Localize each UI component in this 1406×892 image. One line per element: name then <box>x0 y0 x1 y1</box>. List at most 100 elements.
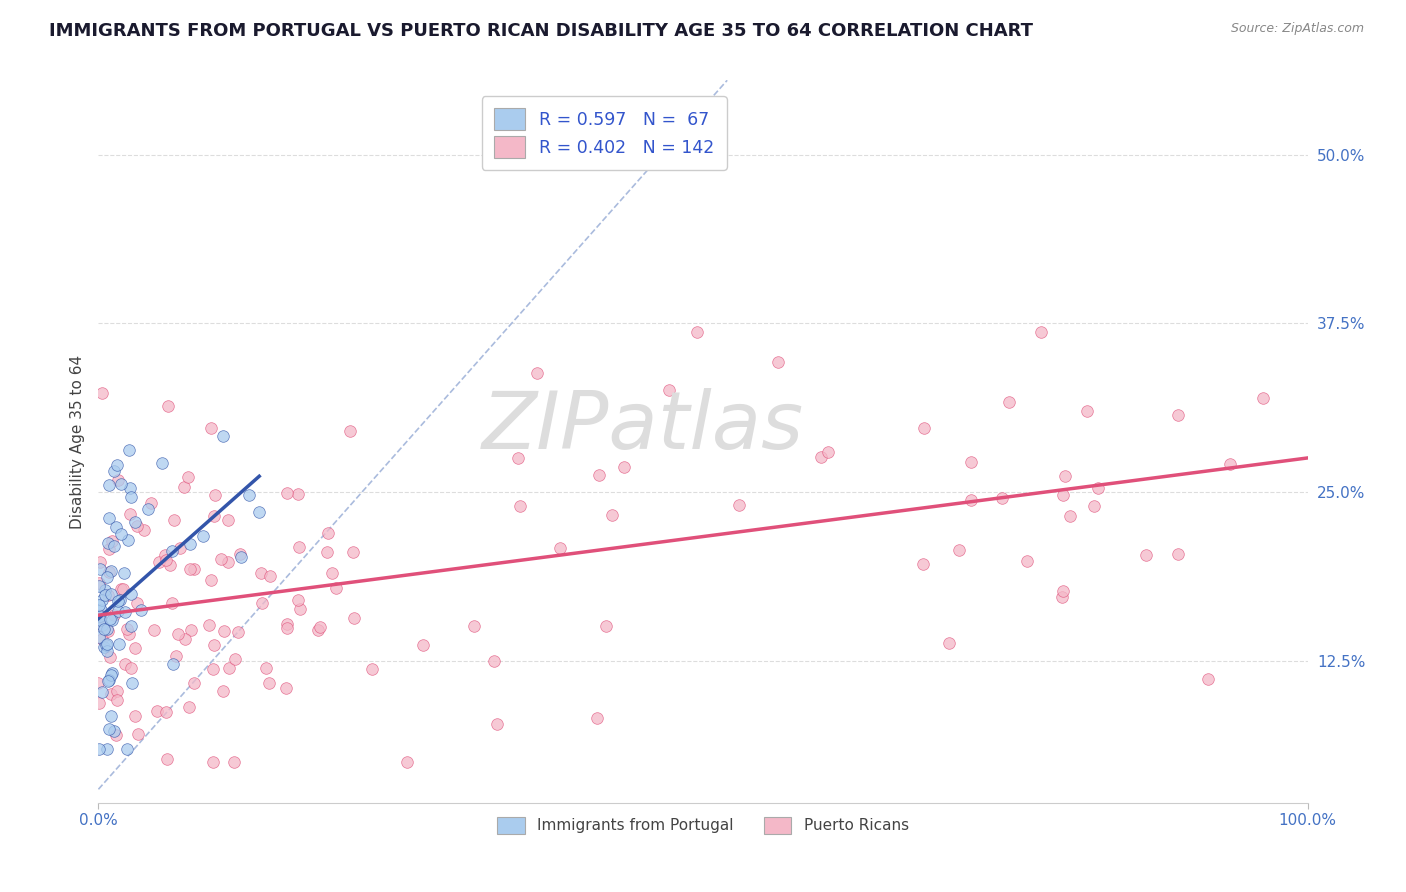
Point <box>162 596 184 610</box>
Point <box>485 716 508 731</box>
Point <box>1087 482 1109 496</box>
Point <box>209 552 232 566</box>
Point <box>98 722 121 736</box>
Point <box>127 726 149 740</box>
Point <box>218 660 240 674</box>
Point <box>1219 457 1241 471</box>
Point <box>180 623 202 637</box>
Point <box>155 548 177 562</box>
Point <box>463 618 485 632</box>
Point <box>658 383 681 397</box>
Point <box>343 610 366 624</box>
Point <box>101 665 124 680</box>
Point <box>912 421 935 435</box>
Point <box>1054 469 1077 483</box>
Point <box>97 673 120 688</box>
Point <box>120 490 142 504</box>
Point <box>321 566 343 581</box>
Point <box>101 533 124 548</box>
Point <box>104 729 127 743</box>
Point <box>124 515 146 529</box>
Point <box>509 499 531 513</box>
Point <box>110 526 132 541</box>
Point <box>124 640 146 655</box>
Point <box>325 582 347 596</box>
Point <box>526 366 548 380</box>
Text: ZIPatlas: ZIPatlas <box>481 388 804 467</box>
Point <box>156 752 179 766</box>
Point <box>309 620 332 634</box>
Point <box>89 555 111 569</box>
Point <box>728 498 751 512</box>
Point <box>998 395 1021 409</box>
Point <box>97 511 120 525</box>
Point <box>124 709 146 723</box>
Point <box>1052 488 1074 502</box>
Point <box>276 621 298 635</box>
Point <box>165 648 187 663</box>
Point <box>89 576 111 591</box>
Point <box>1167 547 1189 561</box>
Point <box>105 684 128 698</box>
Point <box>100 564 122 578</box>
Point <box>96 637 118 651</box>
Point <box>200 421 222 435</box>
Point <box>222 756 245 770</box>
Point <box>211 428 233 442</box>
Point <box>91 386 114 401</box>
Point <box>87 696 110 710</box>
Point <box>217 555 239 569</box>
Point <box>197 618 219 632</box>
Point <box>274 681 297 695</box>
Point <box>1135 548 1157 562</box>
Point <box>103 608 125 623</box>
Point <box>1017 554 1039 568</box>
Point <box>93 640 115 654</box>
Point <box>204 488 226 502</box>
Point <box>115 622 138 636</box>
Point <box>97 536 120 550</box>
Point <box>107 604 129 618</box>
Point <box>174 632 197 647</box>
Point <box>103 723 125 738</box>
Point <box>1031 325 1053 339</box>
Point <box>177 699 200 714</box>
Point <box>90 632 112 647</box>
Point <box>183 562 205 576</box>
Point <box>155 705 177 719</box>
Point <box>91 619 114 633</box>
Point <box>96 644 118 658</box>
Point <box>316 526 339 541</box>
Point <box>143 623 166 637</box>
Point <box>108 637 131 651</box>
Point <box>595 618 617 632</box>
Point <box>94 638 117 652</box>
Point <box>1052 590 1074 604</box>
Point <box>1052 583 1074 598</box>
Point <box>163 513 186 527</box>
Point <box>105 519 128 533</box>
Point <box>100 613 122 627</box>
Point <box>238 488 260 502</box>
Point <box>97 624 120 639</box>
Point <box>87 579 110 593</box>
Point <box>103 464 125 478</box>
Point <box>179 537 201 551</box>
Point <box>105 693 128 707</box>
Point <box>96 569 118 583</box>
Point <box>120 660 142 674</box>
Point <box>105 458 128 473</box>
Point <box>288 541 311 555</box>
Point <box>110 593 132 607</box>
Text: IMMIGRANTS FROM PORTUGAL VS PUERTO RICAN DISABILITY AGE 35 TO 64 CORRELATION CHA: IMMIGRANTS FROM PORTUGAL VS PUERTO RICAN… <box>49 22 1033 40</box>
Point <box>97 541 120 556</box>
Point <box>87 741 110 756</box>
Point <box>98 612 121 626</box>
Point <box>139 496 162 510</box>
Point <box>183 676 205 690</box>
Point <box>157 399 180 413</box>
Point <box>97 478 120 492</box>
Point <box>1197 672 1219 686</box>
Point <box>117 443 139 458</box>
Point <box>110 477 132 491</box>
